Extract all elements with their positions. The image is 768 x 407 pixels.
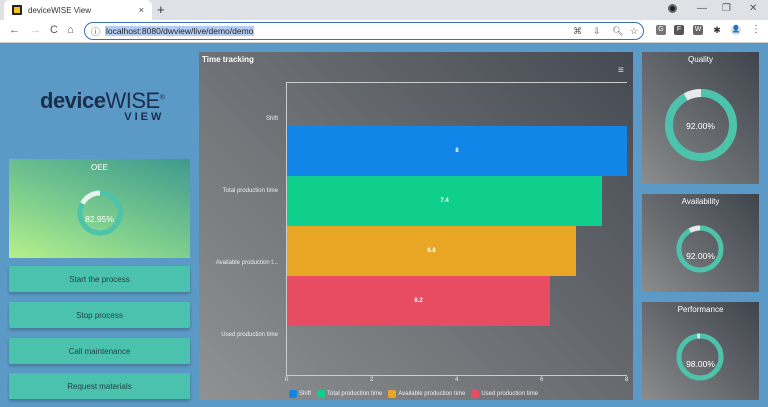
x-tick: 6 xyxy=(540,377,544,383)
logo-registered-mark: ® xyxy=(159,94,165,102)
legend-item-shift[interactable]: Shift xyxy=(289,390,311,398)
call-maintenance-button[interactable]: Call maintenance xyxy=(9,338,190,364)
quality-value: 92.00% xyxy=(686,121,715,131)
bar-total-production-time[interactable]: 7.4 xyxy=(287,176,602,226)
browser-tab[interactable]: deviceWISE View × xyxy=(4,0,152,20)
time-tracking-card: Time tracking ≡ Shift Total production t… xyxy=(199,52,633,400)
oee-card: OEE 82.95% xyxy=(9,159,190,258)
install-app-icon[interactable]: ⇩ xyxy=(593,26,601,36)
bar-available-production-time[interactable]: 6.8 xyxy=(287,226,576,276)
url-text[interactable]: localhost:8080/dwview/live/demo/demo xyxy=(105,26,255,36)
legend-item-total[interactable]: Total production time xyxy=(317,390,382,398)
x-tick: 4 xyxy=(455,377,459,383)
legend-label: Used production time xyxy=(481,391,539,397)
request-materials-button[interactable]: Request materials xyxy=(9,373,190,399)
logo-subtitle: VIEW xyxy=(124,111,165,123)
address-bar[interactable]: ⓘ localhost:8080/dwview/live/demo/demo ⌘… xyxy=(84,22,644,40)
quality-donut-chart xyxy=(665,89,737,161)
legend-swatch xyxy=(317,390,326,398)
bar-used-production-time[interactable]: 6.2 xyxy=(287,276,550,326)
availability-title: Availability xyxy=(681,197,720,206)
legend-item-available[interactable]: Available production time xyxy=(388,390,465,398)
chart-legend: Shift Total production time Available pr… xyxy=(289,390,538,398)
extensions-puzzle-icon[interactable]: ✱ xyxy=(713,25,721,35)
extension-w-icon[interactable]: W xyxy=(693,25,703,35)
y-label-available: Available production t... xyxy=(215,260,278,266)
bookmark-star-icon[interactable]: ☆ xyxy=(630,26,639,36)
home-icon[interactable]: ⌂ xyxy=(67,24,74,36)
oee-title: OEE xyxy=(91,163,108,172)
devicewise-logo: deviceWISE® VIEW xyxy=(40,88,165,123)
address-toolbar: ← → C ⌂ ⓘ localhost:8080/dwview/live/dem… xyxy=(0,20,768,43)
site-info-icon[interactable]: ⓘ xyxy=(91,27,101,37)
forward-icon[interactable]: → xyxy=(30,24,41,36)
legend-swatch xyxy=(289,390,297,398)
extension-f-icon[interactable]: F xyxy=(674,25,684,35)
performance-title: Performance xyxy=(677,305,724,314)
favicon-icon xyxy=(12,5,22,15)
y-label-total: Total production time xyxy=(222,188,278,194)
back-icon[interactable]: ← xyxy=(9,24,20,36)
availability-card: Availability 92.00% xyxy=(642,194,759,292)
legend-label: Available production time xyxy=(398,391,466,397)
time-tracking-title: Time tracking xyxy=(202,55,254,64)
y-label-shift: Shift xyxy=(265,116,278,122)
bar-shift[interactable]: 8 xyxy=(287,126,627,176)
tab-title: deviceWISE View xyxy=(28,5,91,15)
qr-code-icon[interactable]: ⌘ xyxy=(573,26,582,36)
bar-value-label: 8 xyxy=(455,148,459,154)
legend-label: Total production time xyxy=(327,391,383,397)
bar-chart-plot-area: 8 7.4 6.8 6.2 xyxy=(286,82,627,376)
extension-g-icon[interactable]: G xyxy=(656,25,666,35)
availability-value: 92.00% xyxy=(686,251,715,261)
browser-tab-bar: deviceWISE View × + — ❐ ✕ xyxy=(0,0,768,20)
logo-brand-bold: device xyxy=(40,88,106,113)
close-window-button[interactable]: ✕ xyxy=(749,3,758,14)
start-process-button[interactable]: Start the process xyxy=(9,266,190,292)
quality-title: Quality xyxy=(688,55,713,64)
minimize-button[interactable]: — xyxy=(697,3,707,14)
performance-value: 98.00% xyxy=(686,359,715,369)
restore-button[interactable]: ❐ xyxy=(722,3,731,14)
profile-avatar-icon[interactable]: 👤 xyxy=(731,25,741,35)
oee-donut-chart xyxy=(77,190,123,236)
bar-value-label: 7.4 xyxy=(440,198,449,204)
performance-donut-chart xyxy=(676,333,724,381)
availability-donut-chart xyxy=(676,225,724,273)
x-tick: 0 xyxy=(285,377,289,383)
legend-swatch xyxy=(471,390,480,398)
x-tick: 2 xyxy=(370,377,374,383)
zoom-icon[interactable]: 🔍︎ xyxy=(612,26,624,36)
profile-record-icon[interactable] xyxy=(668,4,677,13)
stop-process-button[interactable]: Stop process xyxy=(9,302,190,328)
chart-menu-icon[interactable]: ≡ xyxy=(618,65,624,76)
reload-icon[interactable]: C xyxy=(50,24,58,36)
dashboard: deviceWISE® VIEW OEE 82.95% Start the pr… xyxy=(0,44,768,407)
bar-value-label: 6.8 xyxy=(427,248,436,254)
bar-value-label: 6.2 xyxy=(414,298,423,304)
tab-close-icon[interactable]: × xyxy=(138,5,144,15)
y-label-used: Used production time xyxy=(221,332,278,338)
new-tab-button[interactable]: + xyxy=(157,2,165,17)
x-tick: 8 xyxy=(625,377,629,383)
legend-label: Shift xyxy=(299,391,312,397)
performance-card: Performance 98.00% xyxy=(642,302,759,400)
logo-brand-light: WISE xyxy=(105,88,161,113)
oee-value: 82.95% xyxy=(85,214,114,224)
browser-menu-icon[interactable]: ⋮ xyxy=(751,24,761,35)
legend-item-used[interactable]: Used production time xyxy=(471,390,538,398)
legend-swatch xyxy=(388,390,397,398)
quality-card: Quality 92.00% xyxy=(642,52,759,184)
